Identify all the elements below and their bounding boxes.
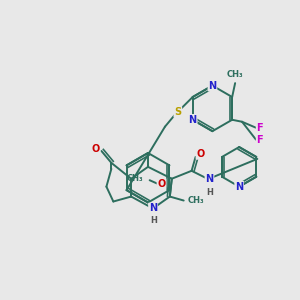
Text: O: O — [158, 179, 166, 189]
Text: CH₃: CH₃ — [227, 70, 243, 79]
Text: N: N — [206, 174, 214, 184]
Text: N: N — [208, 81, 217, 91]
Text: N: N — [235, 182, 243, 192]
Text: H: H — [206, 188, 213, 196]
Text: O: O — [92, 144, 100, 154]
Text: F: F — [256, 123, 263, 133]
Text: F: F — [256, 135, 263, 145]
Text: N: N — [189, 115, 197, 125]
Text: H: H — [151, 216, 158, 225]
Text: CH₃: CH₃ — [127, 174, 144, 183]
Text: CH₃: CH₃ — [188, 196, 204, 205]
Text: O: O — [196, 149, 205, 159]
Text: S: S — [174, 107, 182, 117]
Text: N: N — [149, 203, 157, 214]
